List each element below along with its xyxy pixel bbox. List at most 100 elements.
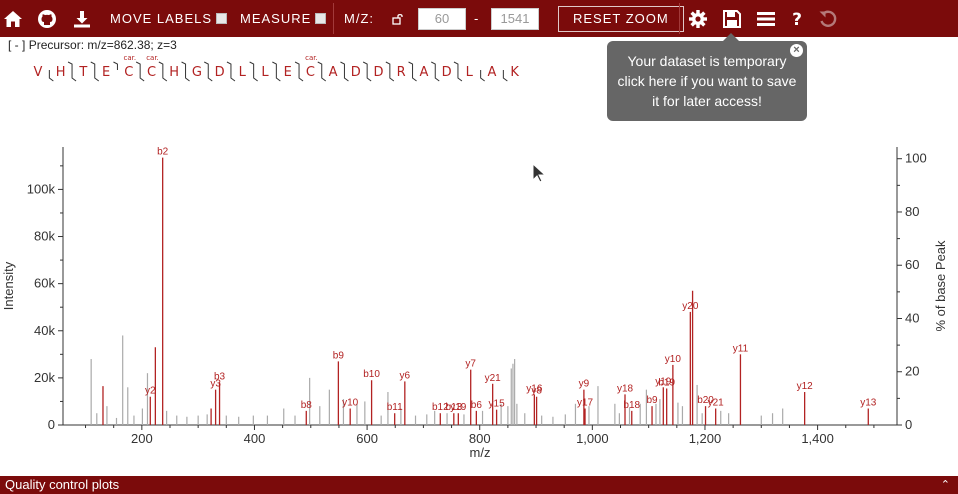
x-tick-label: 400 <box>244 431 266 446</box>
save-dataset-tooltip[interactable]: Your dataset is temporary click here if … <box>607 33 807 121</box>
peak-label: b6 <box>471 400 483 411</box>
peak-label: y3 <box>210 379 221 390</box>
peak-label: b19 <box>658 377 675 388</box>
lock-icon[interactable] <box>392 0 404 37</box>
measure-label: MEASURE <box>240 11 312 26</box>
peak-label: y10 <box>342 398 359 409</box>
help-icon[interactable]: ? <box>789 0 805 37</box>
residue-1: V <box>34 65 43 80</box>
residue-14: A <box>329 65 338 80</box>
y-tick-label: 60k <box>34 276 55 291</box>
y-ion-marker <box>412 70 417 82</box>
y-ion-marker <box>298 70 304 82</box>
peak-label: y16 <box>526 383 543 394</box>
y-ion-marker <box>139 70 145 82</box>
peak-label: y13 <box>860 398 877 409</box>
undo-icon[interactable] <box>818 0 838 37</box>
y-ion-marker <box>366 70 372 82</box>
home-icon[interactable] <box>3 0 23 37</box>
precursor-toggle[interactable]: [ - ] <box>8 38 26 52</box>
mz-max-input[interactable] <box>491 7 539 30</box>
peak-label: y10 <box>665 354 682 365</box>
spectrum-chart[interactable]: 200 400 600 800 1,000 1,200 1,400020k40k60k80k… <box>0 135 958 465</box>
x-tick-label: 800 <box>469 431 491 446</box>
quality-control-plots-bar[interactable]: Quality control plots ⌃ <box>0 476 958 494</box>
measure-checkbox[interactable] <box>315 13 327 24</box>
github-icon[interactable] <box>37 0 57 37</box>
mz-min-wrap <box>418 0 466 37</box>
reset-zoom-button[interactable]: RESET ZOOM <box>558 5 684 32</box>
mz-max-wrap <box>491 0 539 37</box>
reset-zoom-wrap: RESET ZOOM <box>558 0 684 37</box>
peak-label: y2 <box>145 386 156 397</box>
download-icon[interactable] <box>72 0 92 37</box>
peak-label: b8 <box>301 400 313 411</box>
b-ion-marker <box>135 61 141 70</box>
modification-label: car. <box>123 54 136 62</box>
residue-12: E <box>284 65 292 80</box>
save-icon[interactable] <box>722 0 742 37</box>
y-ion-marker <box>71 70 77 82</box>
x-tick-label: 1,000 <box>576 431 609 446</box>
precursor-text: Precursor: m/z=862.38; z=3 <box>28 38 177 52</box>
peak-label: b11 <box>387 402 403 413</box>
peak-label: b18 <box>623 400 640 411</box>
b-ion-marker <box>340 61 345 70</box>
y-tick-label: 40k <box>34 323 55 338</box>
y-tick-label: 20k <box>34 370 55 385</box>
gear-icon[interactable] <box>688 0 708 37</box>
toolbar: MOVE LABELS MEASURE M/Z: - RESET ZOOM ? <box>0 0 958 37</box>
x-axis-title: m/z <box>470 445 491 460</box>
tooltip-close-icon[interactable]: × <box>790 44 803 57</box>
tooltip-line-2: click here if you want to save <box>617 73 797 89</box>
y-axis-title: Intensity <box>1 261 16 310</box>
y2-tick-label: 80 <box>905 204 919 219</box>
precursor-info: [ - ] Precursor: m/z=862.38; z=3 <box>8 38 177 52</box>
menu-icon[interactable] <box>756 0 776 37</box>
b-ion-marker <box>249 61 255 70</box>
y-tick-label: 0 <box>48 417 55 432</box>
move-labels-checkbox[interactable] <box>216 13 228 24</box>
y-ion-marker <box>253 70 258 82</box>
y-ion-marker <box>389 70 395 82</box>
b-ion-marker <box>272 61 277 70</box>
y2-tick-label: 100 <box>905 151 927 166</box>
residue-13: C <box>306 65 315 80</box>
peak-label: b20 <box>697 395 714 406</box>
tooltip-line-1: Your dataset is temporary <box>627 53 787 69</box>
y-ion-marker <box>94 70 100 82</box>
y-ion-marker <box>502 70 508 82</box>
y-ion-marker <box>185 70 190 82</box>
y2-tick-label: 40 <box>905 310 919 325</box>
residue-6: C <box>147 65 156 80</box>
peak-label: y19 <box>655 376 672 387</box>
peak-label: b13 <box>445 402 462 413</box>
mz-dash: - <box>474 11 480 26</box>
residue-19: D <box>442 65 452 80</box>
b-ion-marker <box>113 61 118 70</box>
measure-toggle[interactable]: MEASURE <box>240 0 327 37</box>
x-tick-label: 200 <box>131 431 153 446</box>
residue-15: D <box>351 65 361 80</box>
mz-min-input[interactable] <box>418 7 466 30</box>
x-tick-label: 600 <box>356 431 378 446</box>
move-labels-label: MOVE LABELS <box>110 11 213 26</box>
y-ion-marker <box>275 70 281 82</box>
x-tick-label: 1,200 <box>689 431 722 446</box>
b-ion-marker <box>181 61 187 70</box>
peak-label: y9 <box>579 379 590 390</box>
peak-label: y21 <box>485 373 502 384</box>
y2-tick-label: 0 <box>905 417 912 432</box>
y-ion-marker <box>457 70 463 82</box>
chevron-up-icon[interactable]: ⌃ <box>940 479 950 491</box>
toolbar-divider <box>333 3 334 34</box>
peak-label: y6 <box>400 370 411 381</box>
b-ion-marker <box>317 61 323 70</box>
y-ion-marker <box>230 70 236 82</box>
residue-7: H <box>169 65 179 80</box>
y-tick-label: 80k <box>34 229 55 244</box>
peak-label: y11 <box>733 343 749 354</box>
residue-17: R <box>397 65 406 80</box>
move-labels-toggle[interactable]: MOVE LABELS <box>110 0 228 37</box>
